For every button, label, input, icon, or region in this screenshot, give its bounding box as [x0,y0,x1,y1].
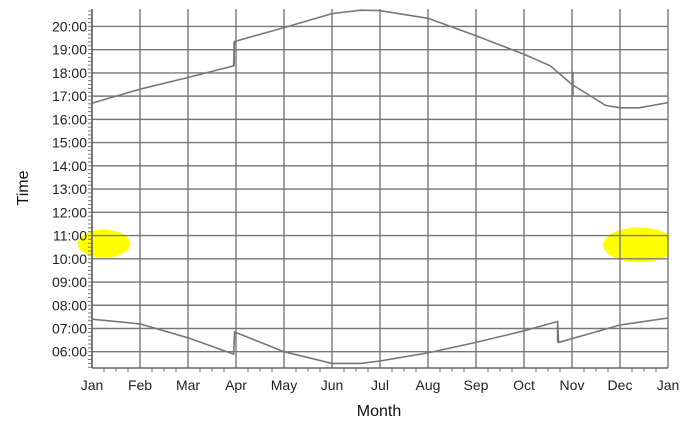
y-tick-label: 15:00 [52,135,87,151]
highlight-ellipse-1 [603,227,676,263]
y-tick-label: 13:00 [52,181,87,197]
x-tick-label: Aug [416,377,441,393]
y-tick-label: 12:00 [52,204,87,220]
y-tick-label: 20:00 [52,18,87,34]
x-tick-label: Oct [513,377,535,393]
x-tick-label: Nov [560,377,585,393]
x-tick-label: Apr [225,377,247,393]
x-tick-label: Mar [176,377,200,393]
series-line-0 [91,9,669,109]
plot-edge-mask [669,0,696,368]
x-axis-title: Month [357,403,401,420]
y-tick-label: 18:00 [52,65,87,81]
y-tick-label: 14:00 [52,158,87,174]
y-tick-label: 10:00 [52,251,87,267]
y-tick-label: 08:00 [52,297,87,313]
y-tick-label: 19:00 [52,42,87,58]
y-tick-label: 09:00 [52,274,87,290]
x-tick-label: Jan [81,377,104,393]
x-tick-label: Sep [464,377,489,393]
x-tick-label: Jun [321,377,344,393]
x-tick-label: May [271,377,297,393]
x-tick-label: Dec [608,377,633,393]
y-tick-label: 07:00 [52,320,87,336]
y-tick-label: 16:00 [52,111,87,127]
x-tick-label: Feb [128,377,152,393]
x-tick-label: Jan [657,377,680,393]
y-axis-title: Time [15,170,32,205]
y-tick-label: 06:00 [52,344,87,360]
y-tick-label: 17:00 [52,88,87,104]
y-tick-label: 11:00 [53,228,87,244]
x-tick-label: Jul [371,377,389,393]
